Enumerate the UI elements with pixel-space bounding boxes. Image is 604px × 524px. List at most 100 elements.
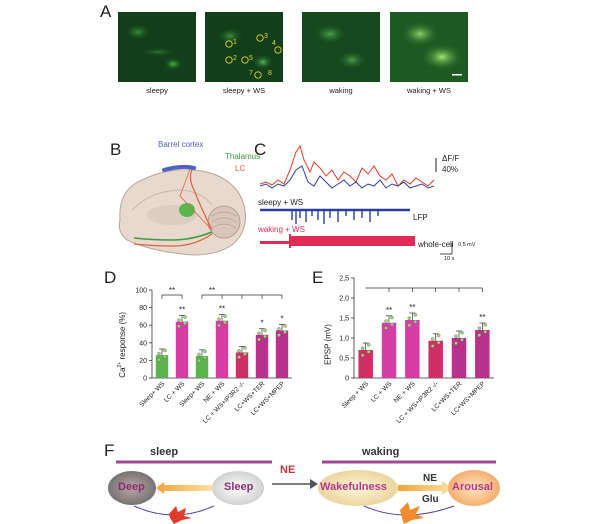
y-tick-label: 0,5 (339, 356, 349, 363)
data-point (277, 333, 281, 337)
panel-letter-d: D (104, 268, 117, 287)
chart-d-ylabel: Ca2+ response (%) (117, 311, 127, 378)
bar-significance: ** (409, 303, 415, 312)
bar (215, 320, 229, 378)
bar (255, 334, 269, 378)
blue-dff-trace (260, 165, 435, 189)
arousal-node (448, 470, 500, 506)
data-point (413, 320, 418, 324)
bar-significance: * (260, 319, 263, 328)
thalamus-region (179, 203, 195, 217)
wakefulness-label: Wakefulness (320, 481, 387, 493)
caption-sleepy: sleepy (146, 86, 168, 95)
data-point (436, 333, 441, 338)
bar-significance: ** (219, 305, 225, 314)
data-point (384, 319, 388, 323)
y-tick-label: 80 (139, 305, 147, 312)
lfp-label: LFP (413, 213, 428, 222)
bar-significance: ** (479, 313, 485, 322)
data-point (177, 324, 181, 329)
barrel-cortex-region (162, 164, 196, 172)
data-point (203, 355, 207, 360)
data-point (163, 354, 167, 359)
data-point (436, 340, 441, 345)
data-point (237, 349, 241, 353)
y-tick-label: 1,0 (339, 336, 349, 343)
significance-bracket (201, 294, 223, 299)
bar (405, 320, 420, 378)
label-lc: LC (235, 164, 246, 173)
condition-waking-ws: waking + WS (258, 225, 305, 234)
bar (358, 350, 373, 378)
data-point (460, 338, 464, 342)
bar-significance: ** (386, 306, 392, 315)
data-point (243, 346, 247, 350)
data-point (283, 324, 287, 328)
data-point (237, 355, 241, 359)
caption-waking-ws: waking + WS (407, 86, 451, 95)
micro-image-waking (302, 12, 380, 82)
glu-label: Glu (422, 494, 439, 505)
data-point (407, 323, 412, 328)
time-scale-label: 10 s (444, 256, 455, 262)
data-point (477, 326, 482, 331)
bar (195, 356, 209, 378)
data-point (390, 315, 394, 320)
data-point (243, 352, 247, 356)
data-point (384, 326, 388, 330)
bar (275, 330, 289, 378)
data-point (217, 323, 221, 328)
data-point (197, 352, 201, 357)
sleep-header: sleep (150, 446, 179, 458)
sleep-label: Sleep (224, 481, 254, 493)
y-tick-label: 2,0 (339, 296, 349, 303)
y-tick-label: 0 (345, 376, 349, 383)
data-point (263, 334, 267, 339)
significance-label: ** (209, 286, 215, 295)
data-point (157, 357, 161, 362)
data-point (360, 353, 365, 358)
data-point (163, 348, 167, 353)
data-point (263, 328, 267, 333)
mv-scale-label: 0.5 mV (458, 242, 476, 248)
dff-scale-label: 40% (442, 165, 459, 174)
chart-e-ylabel: EPSP (mV) (323, 324, 333, 365)
panel-letter-c: C (254, 140, 267, 159)
panel-f-diagram (108, 460, 500, 524)
bar (235, 352, 249, 378)
x-tick-label: Sleep + WS (341, 380, 371, 410)
micro-waking-ws-svg (390, 12, 468, 82)
panel-letter-f: F (104, 441, 115, 460)
y-tick-label: 0 (143, 376, 147, 383)
data-point (407, 316, 412, 321)
panel-letter-b: B (110, 140, 122, 159)
data-point (477, 333, 482, 338)
scale-bar (452, 74, 462, 76)
data-point (360, 346, 365, 351)
deep-node (108, 471, 156, 505)
bar (451, 338, 467, 378)
data-point (257, 331, 261, 336)
bar (475, 330, 490, 378)
data-point (203, 349, 207, 354)
caption-sleepy-ws: sleepy + WS (222, 86, 266, 95)
data-point (177, 318, 181, 322)
significance-bracket (161, 294, 183, 299)
bar (155, 355, 169, 378)
data-point (483, 323, 488, 327)
panel-letter-a: A (100, 2, 112, 21)
data-point (454, 341, 458, 346)
burst-icon-waking (400, 502, 424, 524)
label-barrel-cortex: Barrel cortex (158, 140, 204, 149)
burst-icon-sleep (169, 506, 192, 524)
data-point (454, 334, 458, 339)
condition-sleepy-ws: sleepy + WS (258, 198, 304, 207)
data-point (183, 321, 187, 325)
bar (175, 321, 189, 378)
bar (381, 322, 397, 378)
data-point (183, 315, 187, 319)
traces-panel (260, 144, 453, 255)
x-tick-label: LC + WS+IP3R2 -/- (396, 380, 441, 425)
micro-waking-svg (302, 12, 380, 82)
